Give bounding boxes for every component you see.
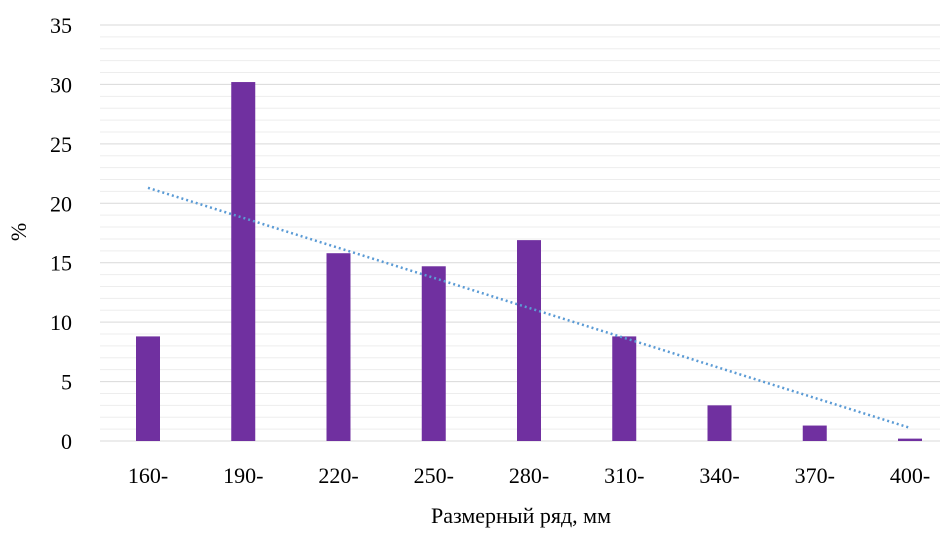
bar <box>326 253 351 441</box>
bar <box>802 425 827 441</box>
y-tick-label: 35 <box>50 13 72 38</box>
y-tick-label: 0 <box>61 429 72 454</box>
x-tick-label: 280- <box>509 463 549 488</box>
y-tick-label: 25 <box>50 132 72 157</box>
x-tick-label: 190- <box>223 463 263 488</box>
y-axis-ticks: 0 5 10 15 20 25 30 35 <box>50 13 72 454</box>
bar <box>421 266 446 441</box>
y-axis-title: % <box>6 223 31 241</box>
x-axis-ticks: 160- 190- 220- 250- 280- 310- 340- 370- 400- <box>128 463 930 488</box>
trend-line <box>147 186 911 430</box>
x-tick-label: 250- <box>414 463 454 488</box>
x-tick-label: 340- <box>699 463 739 488</box>
x-tick-label: 220- <box>318 463 358 488</box>
y-tick-label: 20 <box>50 191 72 216</box>
y-tick-label: 15 <box>50 251 72 276</box>
bar <box>612 336 637 441</box>
y-tick-label: 5 <box>61 370 72 395</box>
x-axis-title: Размерный ряд, мм <box>431 503 611 528</box>
bar <box>898 438 922 441</box>
bar <box>136 336 160 441</box>
x-tick-label: 160- <box>128 463 168 488</box>
bar <box>517 240 541 441</box>
bar <box>707 405 732 441</box>
x-tick-label: 400- <box>890 463 930 488</box>
y-tick-label: 30 <box>50 72 72 97</box>
bars <box>136 82 922 442</box>
x-tick-label: 370- <box>795 463 835 488</box>
x-tick-label: 310- <box>604 463 644 488</box>
y-tick-label: 10 <box>50 310 72 335</box>
bar <box>231 82 256 442</box>
